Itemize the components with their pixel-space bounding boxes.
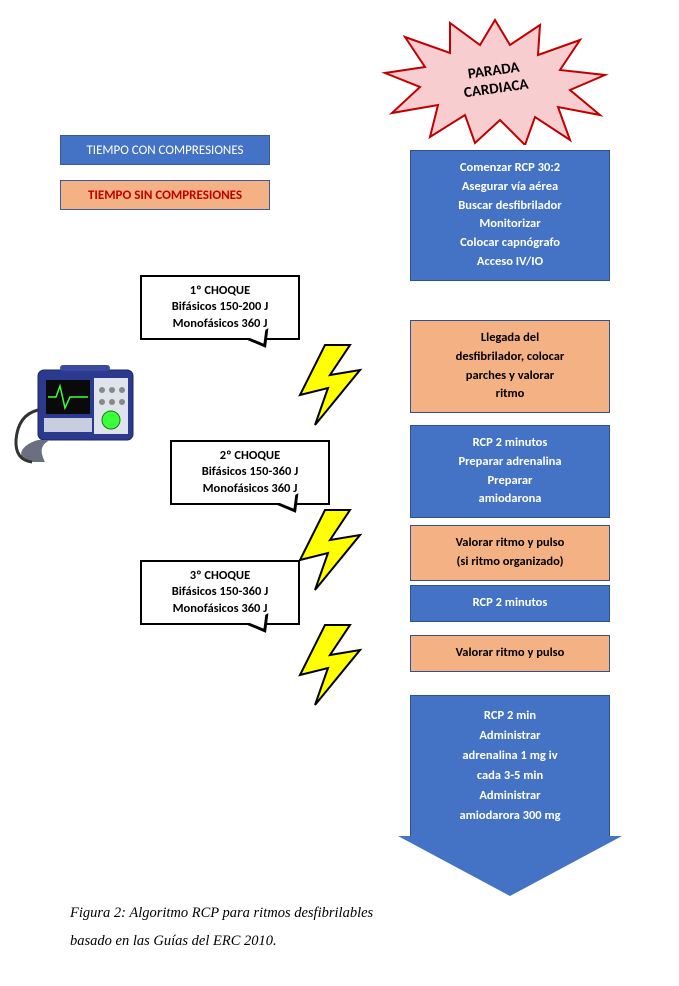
step-4: Valorar ritmo y pulso (si ritmo organiza… bbox=[410, 525, 610, 581]
step-1: Comenzar RCP 30:2 Asegurar vía aérea Bus… bbox=[410, 150, 610, 281]
step-line: Valorar ritmo y pulso bbox=[417, 534, 603, 553]
step-line: RCP 2 minutos bbox=[417, 434, 603, 453]
lightning-bolt-icon bbox=[290, 505, 380, 595]
shock-line: Bifásicos 150-360 J bbox=[176, 464, 324, 480]
step-line: parches y valorar bbox=[417, 367, 603, 386]
step-2: Llegada del desfibrilador, colocar parch… bbox=[410, 320, 610, 413]
step-line: Acceso IV/IO bbox=[417, 253, 603, 272]
step-line: Valorar ritmo y pulso bbox=[417, 644, 603, 663]
legend-with-compressions: TIEMPO CON COMPRESIONES bbox=[60, 135, 270, 165]
shock-line: Monofásicos 360 J bbox=[146, 316, 294, 332]
lightning-bolt-icon bbox=[290, 340, 380, 430]
arrow-line: cada 3-5 min bbox=[417, 766, 603, 786]
step-line: ritmo bbox=[417, 385, 603, 404]
step-line: Comenzar RCP 30:2 bbox=[417, 159, 603, 178]
arrow-line: Administrar bbox=[417, 726, 603, 746]
step-line: Llegada del bbox=[417, 329, 603, 348]
final-arrow: RCP 2 min Administrar adrenalina 1 mg iv… bbox=[398, 695, 622, 896]
shock-title: 2º CHOQUE bbox=[176, 448, 324, 464]
step-3: RCP 2 minutos Preparar adrenalina Prepar… bbox=[410, 425, 610, 518]
step-5: RCP 2 minutos bbox=[410, 585, 610, 622]
arrow-line: RCP 2 min bbox=[417, 706, 603, 726]
step-line: Preparar bbox=[417, 472, 603, 491]
shock-1: 1º CHOQUE Bifásicos 150-200 J Monofásico… bbox=[140, 275, 300, 340]
arrow-line: Administrar bbox=[417, 786, 603, 806]
step-line: Asegurar vía aérea bbox=[417, 178, 603, 197]
shock-2: 2º CHOQUE Bifásicos 150-360 J Monofásico… bbox=[170, 440, 330, 505]
shock-line: Bifásicos 150-360 J bbox=[146, 584, 294, 600]
step-line: amiodarona bbox=[417, 490, 603, 509]
starburst-parada-cardiaca: PARADA CARDIACA bbox=[380, 15, 610, 145]
step-line: Colocar capnógrafo bbox=[417, 234, 603, 253]
step-line: (si ritmo organizado) bbox=[417, 553, 603, 572]
step-line: Buscar desfibrilador bbox=[417, 197, 603, 216]
step-line: RCP 2 minutos bbox=[417, 594, 603, 613]
shock-title: 3º CHOQUE bbox=[146, 568, 294, 584]
arrow-line: amiodarora 300 mg bbox=[417, 806, 603, 826]
defibrillator-image bbox=[10, 350, 155, 470]
step-line: Preparar adrenalina bbox=[417, 453, 603, 472]
shock-line: Bifásicos 150-200 J bbox=[146, 299, 294, 315]
caption-line: Figura 2: Algoritmo RCP para ritmos desf… bbox=[70, 900, 373, 928]
shock-line: Monofásicos 360 J bbox=[146, 601, 294, 617]
shock-3: 3º CHOQUE Bifásicos 150-360 J Monofásico… bbox=[140, 560, 300, 625]
lightning-bolt-icon bbox=[290, 620, 380, 710]
arrow-line: adrenalina 1 mg iv bbox=[417, 746, 603, 766]
legend-without-compressions: TIEMPO SIN COMPRESIONES bbox=[60, 180, 270, 210]
step-line: desfibrilador, colocar bbox=[417, 348, 603, 367]
figure-caption: Figura 2: Algoritmo RCP para ritmos desf… bbox=[70, 900, 373, 955]
shock-title: 1º CHOQUE bbox=[146, 283, 294, 299]
step-6: Valorar ritmo y pulso bbox=[410, 635, 610, 672]
caption-line: basado en las Guías del ERC 2010. bbox=[70, 928, 373, 956]
shock-line: Monofásicos 360 J bbox=[176, 481, 324, 497]
step-line: Monitorizar bbox=[417, 215, 603, 234]
